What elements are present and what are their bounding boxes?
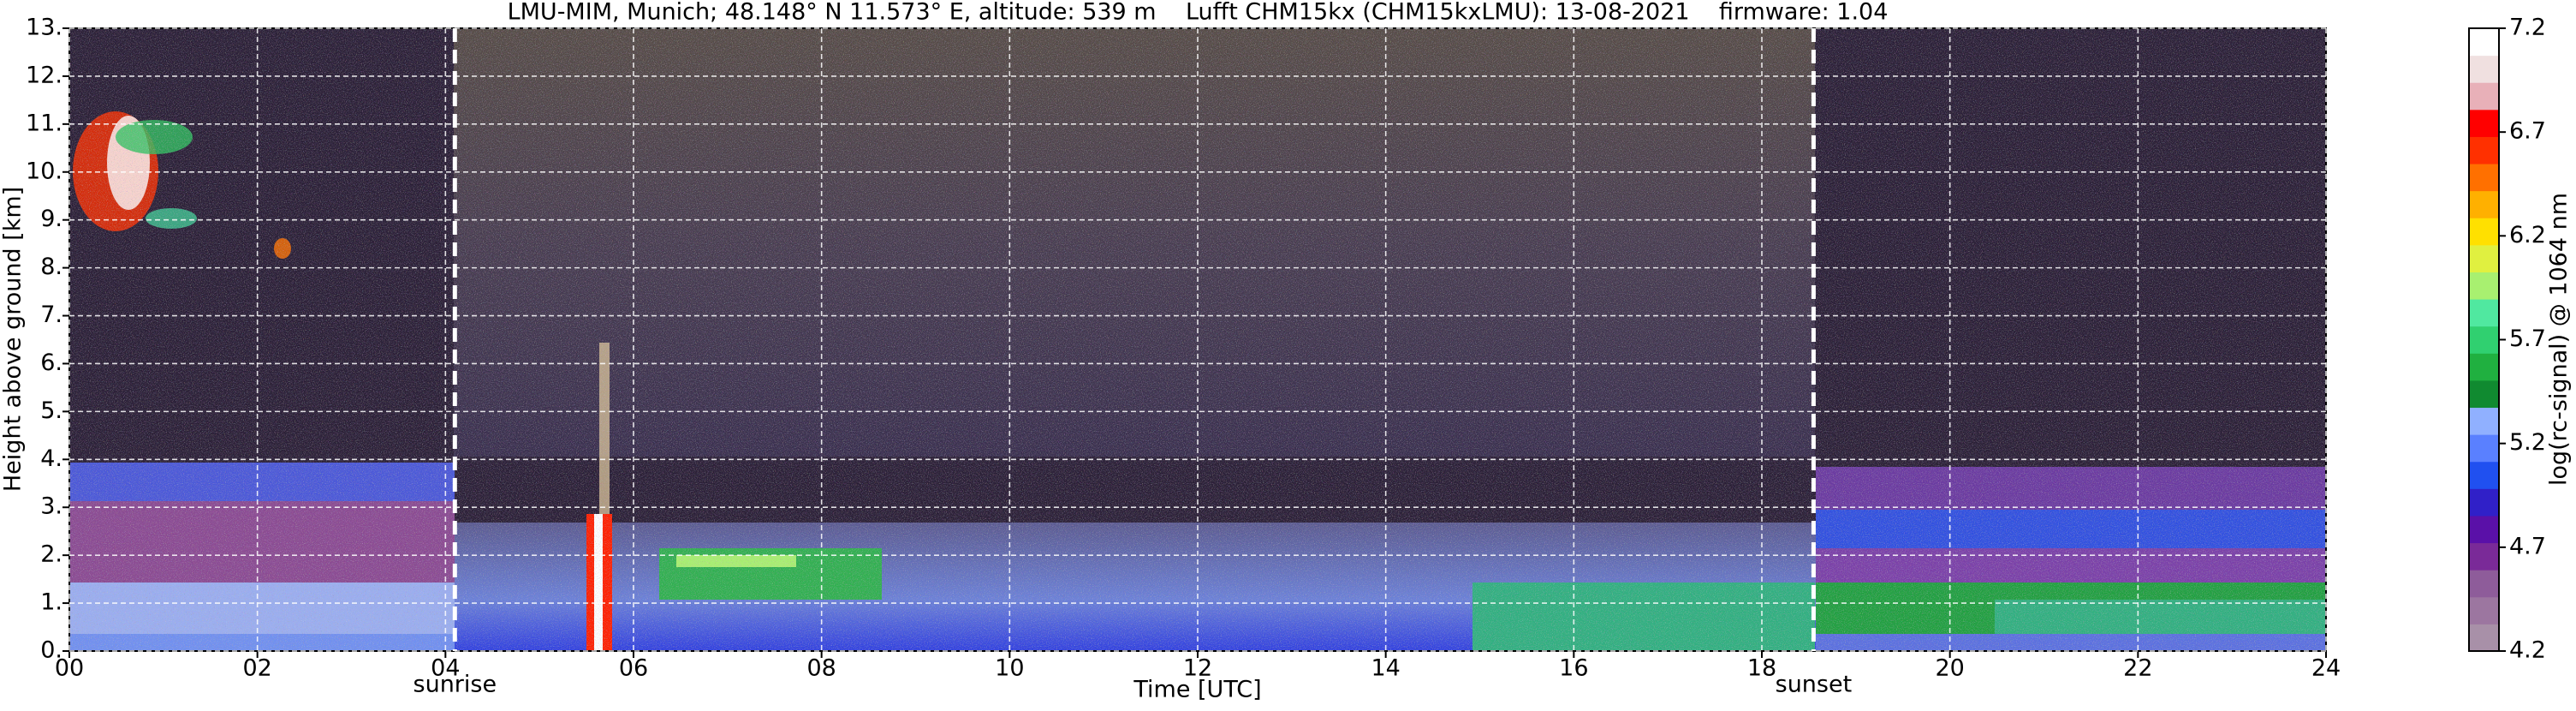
colorbar-swatch	[2469, 434, 2499, 463]
colorbar-tick-label: 6.2	[2509, 222, 2546, 248]
x-tick-label: 18	[1747, 655, 1776, 682]
chart-title: LMU-MIM, Munich; 48.148° N 11.573° E, al…	[508, 0, 1889, 26]
colorbar-label: log(rc-signal) @ 1064 nm	[2546, 193, 2573, 486]
colorbar-swatch	[2469, 218, 2499, 246]
x-tick-label: 08	[806, 655, 836, 682]
x-tick-label: 02	[242, 655, 271, 682]
y-tick-label: 13.	[26, 15, 62, 41]
colorbar-swatch	[2469, 488, 2499, 517]
x-tick-label: 20	[1935, 655, 1964, 682]
y-tick-label: 8.	[40, 254, 62, 280]
colorbar-swatch	[2469, 407, 2499, 435]
x-tick-label: 16	[1559, 655, 1588, 682]
colorbar-swatch	[2469, 461, 2499, 489]
colorbar-swatch	[2469, 299, 2499, 327]
colorbar-frame	[2468, 27, 2500, 652]
x-tick-label: 06	[619, 655, 648, 682]
y-tick-label: 3.	[40, 493, 62, 520]
y-tick-label: 9.	[40, 206, 62, 232]
x-tick-label: 00	[55, 655, 84, 682]
x-tick-label: 22	[2123, 655, 2152, 682]
colorbar-swatch	[2469, 164, 2499, 192]
colorbar-swatch	[2469, 379, 2499, 409]
colorbar-tick-label: 4.7	[2509, 533, 2546, 559]
colorbar-swatch	[2469, 326, 2499, 354]
x-tick-label: 14	[1371, 655, 1400, 682]
colorbar-swatch	[2469, 55, 2499, 83]
annotation-label: sunrise	[413, 672, 497, 698]
colorbar-swatch	[2469, 136, 2499, 164]
colorbar-swatch	[2469, 82, 2499, 111]
y-tick-label: 12.	[26, 62, 62, 88]
y-tick-label: 2.	[40, 541, 62, 568]
y-tick-label: 6.	[40, 350, 62, 376]
colorbar-swatch	[2469, 515, 2499, 544]
x-axis-label: Time [UTC]	[1133, 677, 1261, 703]
colorbar-swatch	[2469, 596, 2499, 624]
y-tick-label: 4.	[40, 445, 62, 472]
y-tick-label: 11.	[26, 110, 62, 136]
colorbar-swatch	[2469, 28, 2499, 57]
y-tick-label: 1.	[40, 589, 62, 616]
colorbar-swatch	[2469, 109, 2499, 137]
colorbar-tick-label: 7.2	[2509, 15, 2546, 41]
colorbar-swatch	[2469, 624, 2499, 652]
y-axis-label: Height above ground [km]	[0, 187, 27, 492]
x-tick-label: 12	[1183, 655, 1212, 682]
x-tick-label: 04	[431, 655, 460, 682]
x-tick-label: 10	[995, 655, 1024, 682]
colorbar-tick-label: 5.2	[2509, 429, 2546, 456]
colorbar-tick-label: 4.2	[2509, 637, 2546, 664]
colorbar-swatch	[2469, 353, 2499, 381]
colorbar-swatch	[2469, 272, 2499, 300]
colorbar-tick-label: 5.7	[2509, 326, 2546, 352]
y-tick-label: 5.	[40, 397, 62, 424]
annotation-label: sunset	[1776, 672, 1853, 698]
y-tick-label: 10.	[26, 158, 62, 184]
colorbar-swatch	[2469, 542, 2499, 571]
y-tick-label: 0.	[40, 637, 62, 664]
x-tick-label: 24	[2311, 655, 2341, 682]
colorbar-swatch	[2469, 570, 2499, 598]
colorbar-swatch	[2469, 190, 2499, 218]
y-tick-label: 7.	[40, 302, 62, 328]
colorbar-swatch	[2469, 244, 2499, 272]
colorbar-tick-label: 6.7	[2509, 118, 2546, 145]
